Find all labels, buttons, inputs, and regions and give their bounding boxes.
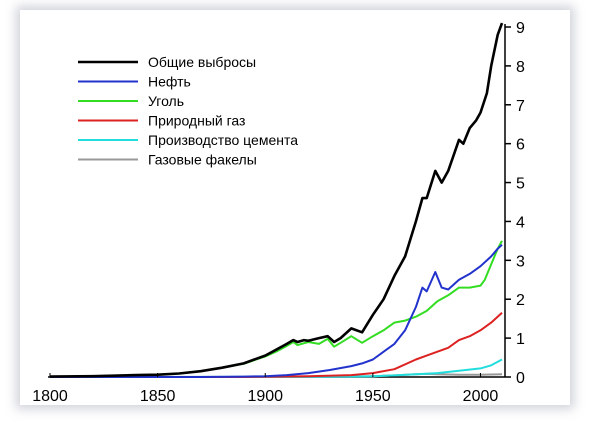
legend-label-0: Общие выбросы [148, 54, 256, 70]
x-ticks: 1800 1850 1900 1950 2000 [32, 373, 498, 405]
y-tick-label-5: 5 [516, 176, 525, 193]
legend-label-1: Нефть [148, 74, 191, 90]
emissions-chart: 1800 1850 1900 1950 2000 0 1 2 3 4 5 6 7 8 9 Общие вы… [32, 20, 525, 405]
legend-label-3: Природный газ [148, 113, 245, 129]
y-tick-label-3: 3 [516, 253, 525, 270]
series-line-1 [50, 244, 503, 378]
plot-lines [49, 22, 504, 378]
y-tick-label-7: 7 [516, 98, 525, 115]
x-tick-label-3: 1950 [355, 388, 391, 405]
y-tick-label-2: 2 [516, 292, 525, 309]
y-tick-label-4: 4 [516, 214, 525, 231]
chart-frame: 1800 1850 1900 1950 2000 0 1 2 3 4 5 6 7 8 9 Общие вы… [20, 10, 570, 405]
series-line-2 [49, 240, 503, 378]
y-tick-label-6: 6 [516, 137, 525, 154]
x-tick-label-2: 1900 [247, 388, 283, 405]
x-tick-label-1: 1850 [140, 388, 176, 405]
series-line-0 [49, 22, 504, 378]
y-tick-label-0: 0 [516, 370, 525, 387]
legend: Общие выбросы Нефть Уголь Природный газ Прои… [78, 54, 298, 168]
y-tick-label-8: 8 [516, 59, 525, 76]
legend-label-2: Уголь [148, 93, 184, 109]
x-tick-label-4: 2000 [463, 388, 499, 405]
x-tick-label-0: 1800 [32, 388, 68, 405]
y-ticks: 0 1 2 3 4 5 6 7 8 9 [505, 20, 525, 387]
series-line-4 [49, 358, 503, 378]
legend-label-4: Производство цемента [148, 132, 298, 148]
y-tick-label-1: 1 [516, 331, 525, 348]
y-tick-label-9: 9 [516, 20, 525, 37]
series-line-3 [50, 312, 503, 378]
legend-label-5: Газовые факелы [148, 152, 257, 168]
